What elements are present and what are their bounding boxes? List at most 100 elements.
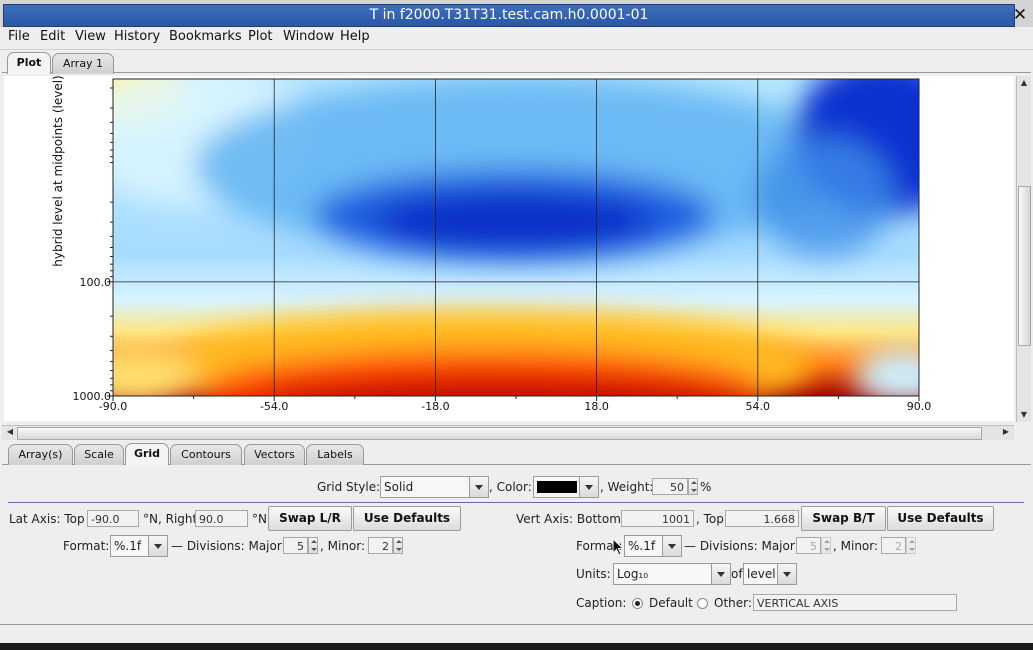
menu-history[interactable]: History	[114, 29, 161, 44]
grid-weight-unit: %	[700, 480, 712, 494]
color-swatch	[537, 481, 577, 493]
lat-minor-stepper[interactable]	[393, 537, 403, 554]
chevron-down-icon	[662, 536, 681, 556]
caption-default-radio[interactable]	[632, 598, 643, 609]
vert-minor-input[interactable]: 2	[881, 537, 906, 554]
tab-arrays[interactable]: Array(s)	[8, 444, 73, 465]
x-tick-label: -54.0	[260, 400, 288, 413]
chevron-down-icon	[579, 477, 598, 497]
tab-array-1[interactable]: Array 1	[52, 53, 114, 74]
vert-divisions-label: — Divisions: Major:	[684, 539, 799, 553]
vert-axis-bottom-label: Vert Axis: Bottom	[516, 512, 621, 526]
top-tab-line	[2, 72, 1031, 73]
lat-divisions-label: — Divisions: Major:	[171, 539, 286, 553]
grid-color-select[interactable]	[533, 476, 599, 498]
section-separator	[8, 502, 1024, 503]
chevron-down-icon	[148, 536, 167, 556]
menu-bookmarks[interactable]: Bookmarks	[169, 29, 242, 44]
lat-minor-label: , Minor:	[320, 539, 366, 553]
vert-format-select[interactable]: %.1f	[624, 535, 682, 557]
vert-minor-label: , Minor:	[833, 539, 879, 553]
vertical-scrollbar[interactable]: ▲ ▼	[1016, 76, 1031, 422]
lat-axis-right-label: °N, Right	[143, 512, 198, 526]
vert-major-stepper[interactable]	[821, 537, 831, 554]
tab-labels[interactable]: Labels	[306, 444, 364, 465]
heatmap-plot: -90.0 -54.0 -18.0 18.0 54.0 90.0 100.01000.0 …	[51, 76, 932, 413]
horizontal-scroll-thumb[interactable]	[17, 427, 982, 440]
plot-frame	[112, 78, 920, 397]
units-value: Log₁₀	[617, 567, 649, 581]
tab-plot[interactable]: Plot	[7, 52, 51, 74]
chevron-down-icon	[777, 564, 796, 584]
lat-format-select[interactable]: %.1f	[110, 535, 168, 557]
x-tick-label: -90.0	[99, 400, 127, 413]
vertical-scroll-thumb[interactable]	[1018, 186, 1031, 346]
grid-color-label: , Color:	[489, 480, 532, 494]
vert-format-value: %.1f	[628, 539, 656, 553]
tab-contours[interactable]: Contours	[170, 444, 242, 465]
caption-other-input[interactable]: VERTICAL AXIS	[753, 594, 957, 611]
lat-axis-right-input[interactable]: 90.0	[195, 510, 248, 527]
grid-weight-input[interactable]: 50	[652, 478, 688, 495]
menu-window[interactable]: Window	[283, 29, 335, 44]
vert-format-label: Format:	[576, 539, 623, 553]
tab-grid[interactable]: Grid	[125, 443, 169, 465]
window-title: T in f2000.T31T31.test.cam.h0.0001-01	[3, 4, 1015, 27]
lat-major-stepper[interactable]	[308, 537, 318, 554]
menu-help[interactable]: Help	[340, 29, 370, 44]
bottom-tab-line	[2, 464, 1031, 465]
caption-other-label: Other:	[714, 596, 752, 610]
of-variable-select[interactable]: level	[743, 563, 797, 585]
menu-plot[interactable]: Plot	[248, 29, 273, 44]
grid-lines	[113, 79, 919, 396]
chevron-down-icon	[469, 477, 488, 497]
x-tick-label: 90.0	[907, 400, 932, 413]
vert-axis-top-label: , Top	[696, 512, 724, 526]
vert-minor-stepper[interactable]	[906, 537, 916, 554]
menu-view[interactable]: View	[75, 29, 106, 44]
units-select[interactable]: Log₁₀	[613, 563, 731, 585]
vert-use-defaults-button[interactable]: Use Defaults	[887, 506, 994, 531]
lat-use-defaults-button[interactable]: Use Defaults	[353, 506, 461, 531]
caption-other-radio[interactable]	[697, 598, 708, 609]
menu-edit[interactable]: Edit	[40, 29, 66, 44]
chevron-down-icon	[711, 564, 730, 584]
vert-axis-top-input[interactable]: 1.668	[725, 510, 799, 527]
scroll-down-icon[interactable]: ▼	[1020, 410, 1028, 419]
vert-major-input[interactable]: 5	[796, 537, 821, 554]
caption-label: Caption:	[576, 596, 627, 610]
title-bar: T in f2000.T31T31.test.cam.h0.0001-01	[0, 0, 1033, 30]
lat-major-input[interactable]: 5	[283, 537, 308, 554]
lat-axis-unit: °N	[252, 512, 267, 526]
x-tick-label: 18.0	[584, 400, 609, 413]
y-tick-label: 100.0	[80, 276, 112, 289]
swap-lr-button[interactable]: Swap L/R	[268, 506, 352, 531]
lat-format-value: %.1f	[114, 539, 142, 553]
swap-bt-button[interactable]: Swap B/T	[801, 506, 886, 531]
menu-bar: File Edit View History Bookmarks Plot Wi…	[0, 27, 1033, 50]
grid-weight-stepper[interactable]	[688, 478, 698, 495]
scroll-right-icon[interactable]: ▶	[1002, 427, 1010, 436]
menu-file[interactable]: File	[8, 29, 30, 44]
tab-scale[interactable]: Scale	[74, 444, 124, 465]
grid-weight-label: , Weight:	[600, 480, 654, 494]
vert-axis-bottom-input[interactable]: 1001	[621, 510, 694, 527]
caption-default-label: Default	[649, 596, 693, 610]
of-variable-value: level	[747, 567, 776, 581]
grid-style-select[interactable]: Solid	[380, 476, 489, 498]
lat-axis-top-input[interactable]: -90.0	[87, 510, 139, 527]
scroll-up-icon[interactable]: ▲	[1020, 78, 1028, 87]
lat-minor-input[interactable]: 2	[368, 537, 393, 554]
close-icon[interactable]: ✕	[1012, 5, 1028, 25]
mouse-cursor-icon	[612, 538, 624, 556]
tab-vectors[interactable]: Vectors	[244, 444, 305, 465]
grid-style-value: Solid	[384, 480, 414, 494]
y-axis-label: hybrid level at midpoints (level)	[51, 76, 65, 267]
x-tick-label: -18.0	[421, 400, 449, 413]
of-label: of	[731, 567, 743, 581]
scroll-left-icon[interactable]: ◀	[6, 427, 14, 436]
status-separator	[0, 624, 1033, 625]
horizontal-scrollbar[interactable]: ◀ ▶	[2, 425, 1014, 440]
window-bottom-border	[0, 643, 1033, 650]
x-tick-label: 54.0	[746, 400, 771, 413]
